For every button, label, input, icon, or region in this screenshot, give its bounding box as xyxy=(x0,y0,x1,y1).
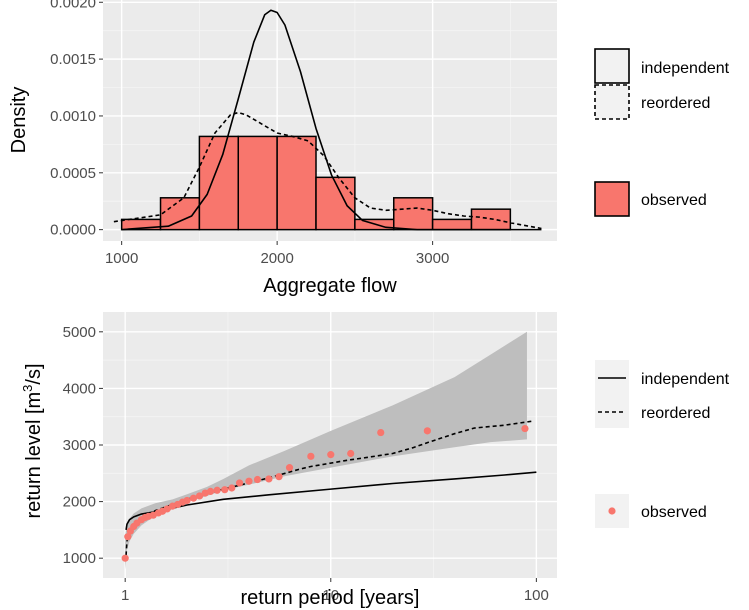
return-level-line-independent xyxy=(125,471,537,531)
y-tick-label: 2000 xyxy=(63,494,96,511)
legend-item-reordered: reordered xyxy=(598,405,710,422)
observed-point xyxy=(347,449,355,458)
legend-key-point xyxy=(608,507,616,515)
observed-point xyxy=(183,496,191,505)
y-tick-label: 0.0000 xyxy=(50,222,96,239)
legend: independent reordered observed xyxy=(595,360,730,528)
legend: independent reordered observed xyxy=(594,48,730,217)
legend-key-dashed-box xyxy=(594,84,630,120)
x-tick-label: 1000 xyxy=(105,250,138,267)
observed-point xyxy=(221,486,229,494)
histogram-bar xyxy=(431,218,473,231)
confidence-ribbon xyxy=(125,331,527,570)
x-axis-ticks: 1000 2000 3000 xyxy=(105,241,449,267)
x-tick-label: 10 xyxy=(322,587,339,604)
legend-item-observed: observed xyxy=(594,181,707,217)
legend-label: reordered xyxy=(641,405,710,422)
histogram-bar xyxy=(315,176,356,231)
observed-point xyxy=(213,486,221,494)
observed-point xyxy=(206,487,215,496)
legend-item-independent: independent xyxy=(598,371,730,388)
x-tick-label: 2000 xyxy=(260,250,293,267)
y-tick-label: 0.0015 xyxy=(50,51,96,68)
observed-point xyxy=(377,428,385,437)
observed-points xyxy=(121,424,529,562)
legend-item-observed: observed xyxy=(608,504,707,521)
y-axis-title-superscript: 3 xyxy=(20,385,35,392)
y-axis-ticks: 1000 2000 3000 4000 5000 xyxy=(63,324,103,567)
observed-point xyxy=(285,464,294,472)
legend-label: observed xyxy=(641,192,707,209)
y-tick-label: 1000 xyxy=(63,550,96,567)
y-axis-title: Density xyxy=(8,87,30,154)
legend-key-background xyxy=(595,360,629,394)
observed-point xyxy=(245,477,253,485)
histogram-bar xyxy=(237,135,278,231)
histogram-bars xyxy=(120,135,512,231)
legend-key-solid-box xyxy=(594,48,630,84)
observed-point xyxy=(124,533,132,541)
density-line-independent xyxy=(121,9,542,231)
x-axis-ticks: 1 10 100 xyxy=(121,578,549,604)
y-tick-label: 5000 xyxy=(63,324,96,341)
y-axis-title-part: return level [m xyxy=(23,392,45,519)
y-tick-label: 0.0005 xyxy=(50,165,96,182)
x-tick-label: 100 xyxy=(524,587,549,604)
density-line-reordered xyxy=(113,111,542,230)
observed-point xyxy=(265,475,273,483)
observed-point xyxy=(327,451,335,459)
observed-point xyxy=(423,427,431,435)
histogram-bar xyxy=(198,135,240,231)
histogram-bar xyxy=(392,197,434,231)
observed-point xyxy=(235,479,244,487)
density-histogram-chart: 0.0000 0.0005 0.0010 0.0015 0.0020 1000 2000 3… xyxy=(8,0,730,297)
density-lines xyxy=(113,9,542,231)
legend-item-reordered: reordered xyxy=(594,84,710,120)
legend-label: independent xyxy=(641,371,730,388)
return-level-chart: 1000 2000 3000 4000 5000 1 10 100 return perio… xyxy=(20,312,730,609)
return-level-line-reordered xyxy=(125,420,532,556)
y-tick-label: 0.0020 xyxy=(50,0,96,11)
legend-label: independent xyxy=(641,60,730,77)
legend-label: observed xyxy=(641,504,707,521)
legend-key-background xyxy=(595,394,629,428)
observed-point xyxy=(228,484,236,492)
observed-point xyxy=(521,424,529,433)
y-tick-label: 4000 xyxy=(63,380,96,397)
histogram-bar xyxy=(276,135,317,231)
x-tick-label: 1 xyxy=(121,587,129,604)
observed-point xyxy=(121,554,129,562)
y-axis-ticks: 0.0000 0.0005 0.0010 0.0015 0.0020 xyxy=(50,0,103,239)
x-axis-title: Aggregate flow xyxy=(263,275,397,297)
observed-point xyxy=(195,492,204,500)
observed-point xyxy=(275,473,283,481)
observed-point xyxy=(189,494,198,502)
return-level-lines xyxy=(125,420,537,556)
x-tick-label: 3000 xyxy=(416,250,449,267)
y-tick-label: 3000 xyxy=(63,437,96,454)
legend-key-filled-box xyxy=(594,181,630,217)
confidence-ribbon-area xyxy=(125,331,527,570)
y-axis-title: return level [m3/s] xyxy=(20,363,45,518)
observed-point xyxy=(163,505,171,513)
observed-point xyxy=(253,475,262,484)
x-axis-title: return period [years] xyxy=(241,587,420,609)
legend-item-independent: independent xyxy=(594,48,730,84)
y-axis-title-part: /s] xyxy=(23,363,45,384)
observed-point xyxy=(307,452,315,460)
y-tick-label: 0.0010 xyxy=(50,108,96,125)
legend-label: reordered xyxy=(641,95,710,112)
